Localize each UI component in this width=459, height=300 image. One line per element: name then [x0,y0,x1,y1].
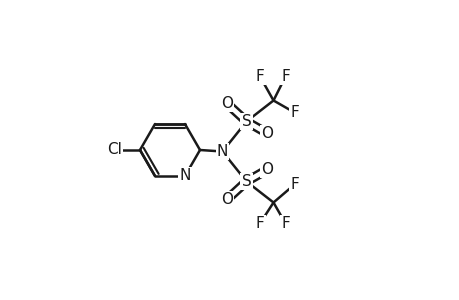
Text: O: O [261,162,273,177]
Text: Cl: Cl [107,142,122,158]
Text: S: S [241,114,251,129]
Text: N: N [179,169,190,184]
Text: F: F [255,69,264,84]
Text: F: F [280,69,289,84]
Text: O: O [261,126,273,141]
Text: F: F [255,216,264,231]
Text: F: F [280,216,289,231]
Text: N: N [216,144,228,159]
Text: F: F [290,105,298,120]
Text: O: O [220,192,233,207]
Text: S: S [241,174,251,189]
Text: O: O [220,96,233,111]
Text: F: F [290,177,298,192]
